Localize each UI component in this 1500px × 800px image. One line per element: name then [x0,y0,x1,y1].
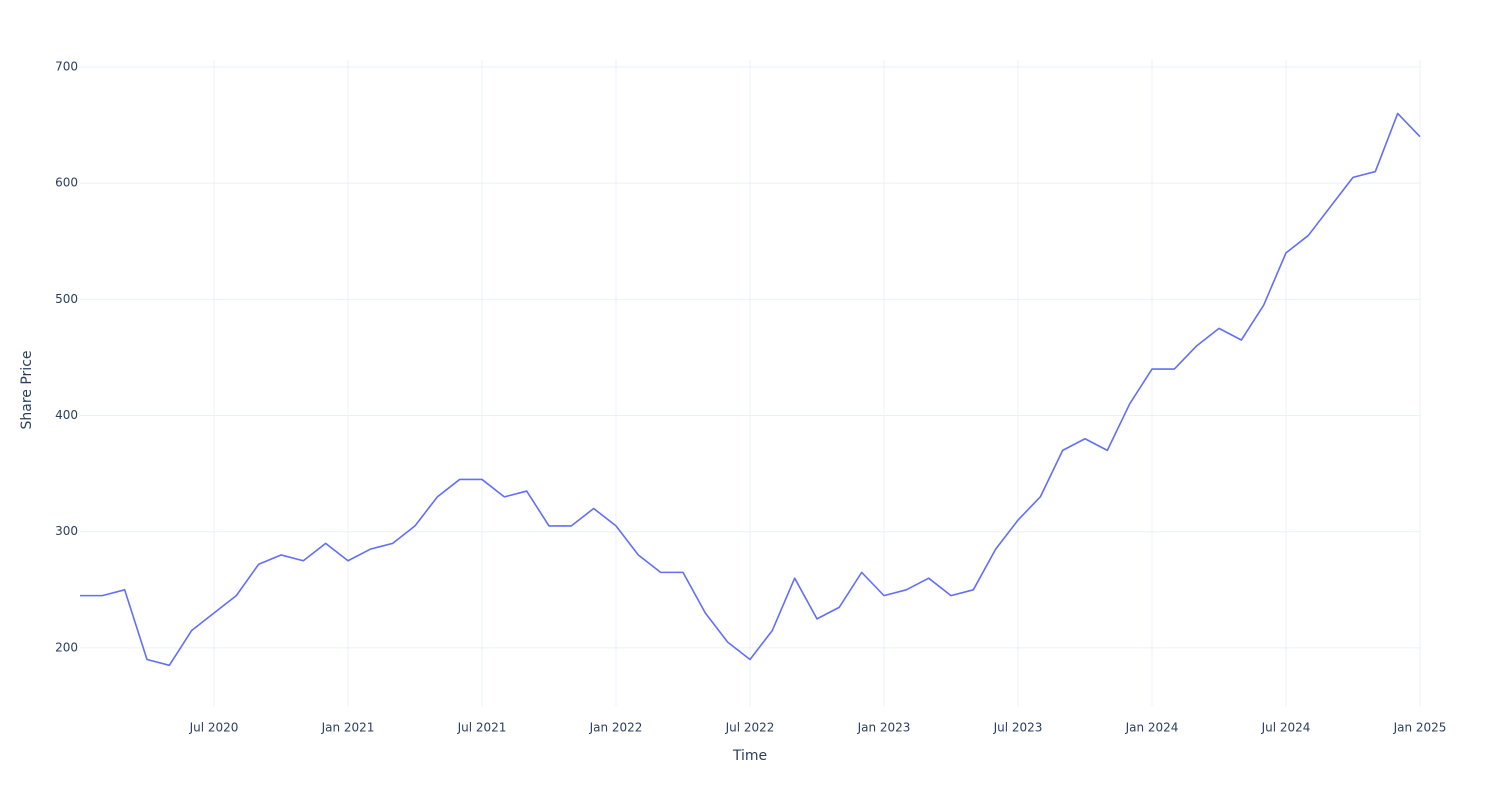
data-line [80,112,1421,667]
x-tick-label: Jan 2023 [857,721,911,735]
x-tick-label: Jul 2021 [457,721,507,735]
x-tick-label: Jul 2020 [189,721,239,735]
x-tick-label: Jul 2022 [725,721,775,735]
y-tick-label: 300 [55,524,78,538]
y-tick-label: 600 [55,176,78,190]
y-tick-label: 200 [55,640,78,654]
x-tick-label: Jul 2023 [993,721,1043,735]
x-tick-label: Jul 2024 [1261,721,1311,735]
x-axis-title: Time [732,748,767,764]
x-tick-label: Jan 2024 [1125,721,1179,735]
x-tick-label: Jan 2025 [1393,721,1447,735]
y-axis-title: Share Price [19,350,35,429]
y-tick-label: 400 [55,408,78,422]
plot [80,60,1421,706]
y-tick-label: 500 [55,292,78,306]
x-tick-label: Jan 2022 [589,721,643,735]
y-tick-label: 700 [55,59,78,73]
x-tick-label: Jan 2021 [321,721,375,735]
